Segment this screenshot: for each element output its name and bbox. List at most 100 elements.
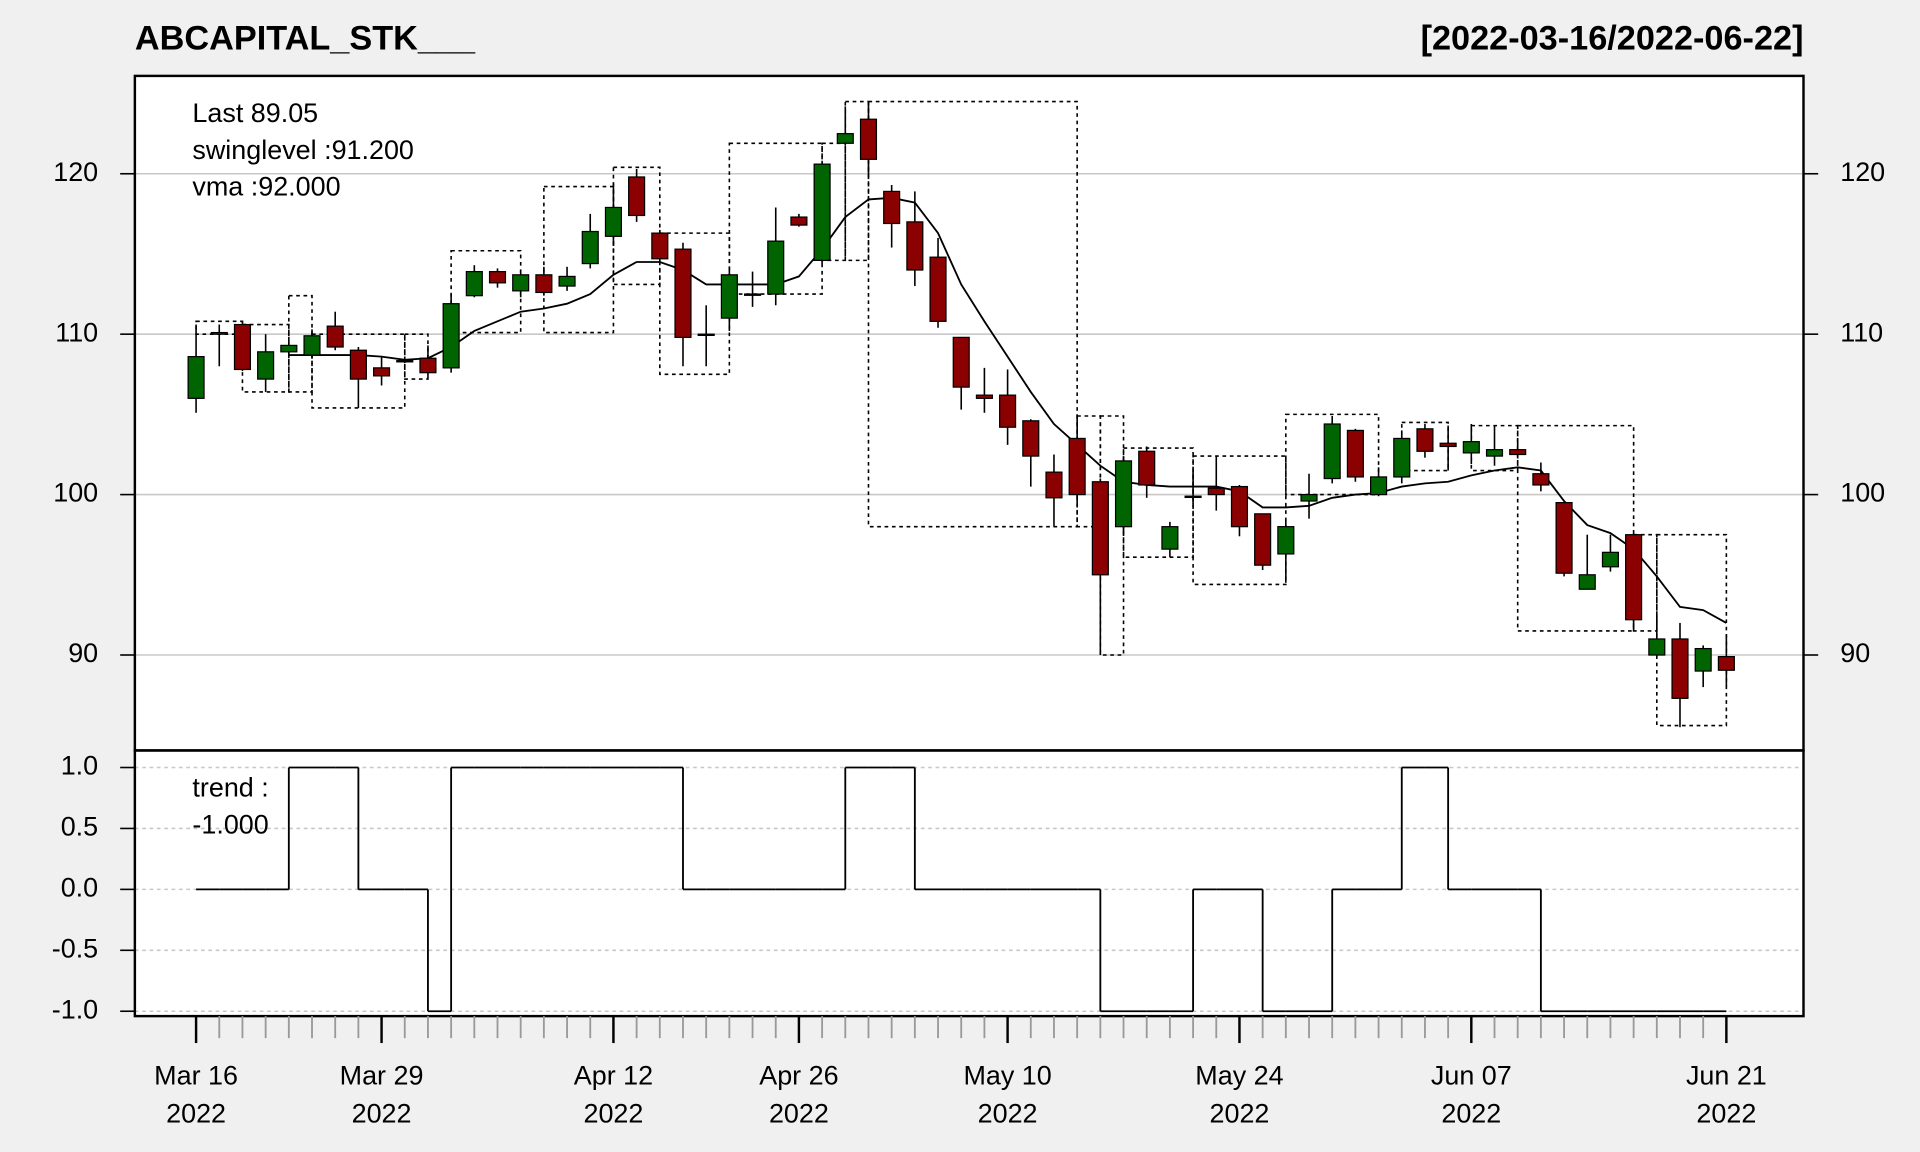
candle-body: [465, 270, 483, 297]
price-panel: [134, 75, 1804, 751]
candle-body: [1717, 655, 1735, 671]
candle-body: [767, 240, 785, 295]
candle-body: [883, 190, 901, 225]
candle-body: [1555, 501, 1573, 574]
candle-body: [859, 118, 878, 160]
swing-box: [612, 166, 661, 286]
candle-body: [952, 336, 970, 388]
y-tick-label: 110: [1840, 317, 1883, 347]
candle-body: [1323, 423, 1341, 480]
candle-body: [1346, 429, 1364, 478]
candle-body: [442, 303, 460, 369]
x-tick-label: 2022: [1210, 1098, 1270, 1128]
candle-body: [1207, 487, 1225, 496]
y-tick-label: 120: [1840, 157, 1885, 187]
y-tick-label: 120: [53, 157, 98, 187]
trend-value: -1.000: [192, 809, 268, 839]
y-tick-label: 0.5: [61, 812, 98, 842]
y-tick-label: 0.0: [61, 872, 98, 902]
chart-title: ABCAPITAL_STK___: [135, 19, 476, 57]
candle-body: [1625, 534, 1643, 621]
candle-body: [1022, 420, 1040, 457]
candle-body: [257, 351, 275, 380]
candle-body: [1300, 493, 1318, 502]
candle-body: [1509, 449, 1527, 456]
candle-body: [233, 323, 252, 371]
candle-body: [1045, 471, 1063, 499]
candle-body: [1138, 450, 1156, 486]
candle-body: [187, 356, 205, 399]
swing-legend: swinglevel :91.200: [192, 135, 414, 165]
candle-body: [1485, 449, 1504, 457]
candle-body: [836, 133, 854, 144]
x-tick-label: 2022: [583, 1098, 643, 1128]
candle-body: [303, 335, 321, 356]
candle-body: [488, 270, 507, 284]
candle-body: [906, 221, 924, 271]
candle-body: [280, 344, 298, 353]
x-tick-label: Mar 16: [154, 1060, 238, 1090]
x-tick-label: 2022: [978, 1098, 1038, 1128]
candle-body: [1578, 574, 1596, 590]
candle-body: [1114, 460, 1133, 528]
candle-body: [1462, 441, 1480, 454]
candle-body: [1439, 442, 1457, 448]
trend-frame: [133, 749, 1805, 1018]
candle-body: [1184, 495, 1202, 499]
candle-body: [1648, 638, 1666, 656]
candle-body: [396, 360, 414, 363]
y-tick-label: 100: [1840, 478, 1885, 508]
x-tick-label: Mar 29: [340, 1060, 424, 1090]
candle-body: [1393, 437, 1411, 478]
candle-body: [1532, 473, 1550, 486]
swing-box: [867, 100, 1078, 528]
x-tick-label: Apr 26: [759, 1060, 838, 1090]
swing-box: [1285, 413, 1380, 496]
candle-body: [628, 176, 646, 217]
candle-body: [581, 230, 599, 265]
swing-box: [1516, 424, 1635, 632]
candle-body: [1161, 526, 1179, 550]
swing-box: [543, 185, 615, 334]
x-tick-label: Apr 12: [574, 1060, 653, 1090]
candle-body: [1277, 526, 1295, 555]
x-tick-label: May 24: [1195, 1060, 1283, 1090]
candle-body: [604, 206, 623, 237]
candle-body: [1230, 485, 1249, 528]
candle-body: [697, 333, 715, 337]
candle-body: [999, 394, 1017, 428]
trend-legend: trend :: [192, 773, 268, 803]
y-tick-label: 1.0: [61, 751, 98, 781]
candle-body: [1601, 551, 1620, 568]
candle-body: [1254, 513, 1272, 566]
swing-box: [1656, 533, 1728, 727]
candle-body: [1671, 638, 1689, 699]
candle-body: [1416, 428, 1434, 452]
trend-panel: [134, 750, 1804, 1017]
x-tick-label: 2022: [1696, 1098, 1756, 1128]
y-tick-label: -1.0: [52, 994, 98, 1024]
y-tick-label: 90: [68, 638, 98, 668]
last-label: Last 89.05: [192, 98, 318, 128]
candle-body: [790, 216, 808, 226]
swing-box: [311, 333, 406, 409]
candle-body: [1068, 437, 1086, 496]
candle-body: [975, 394, 993, 399]
plot-layer: [134, 100, 1804, 1013]
x-tick-label: May 10: [963, 1060, 1051, 1090]
candle-body: [1091, 481, 1109, 576]
candle-body: [674, 248, 692, 338]
candle-body: [743, 293, 762, 296]
x-tick-label: 2022: [1441, 1098, 1501, 1128]
candle-body: [720, 274, 738, 319]
candle-body: [558, 275, 576, 287]
candle-body: [210, 331, 228, 335]
x-tick-label: 2022: [769, 1098, 829, 1128]
swing-box: [844, 100, 870, 262]
candle-body: [929, 256, 947, 322]
x-tick-label: Jun 07: [1431, 1060, 1512, 1090]
candle-body: [1694, 647, 1712, 672]
vma-line: [288, 196, 1727, 624]
